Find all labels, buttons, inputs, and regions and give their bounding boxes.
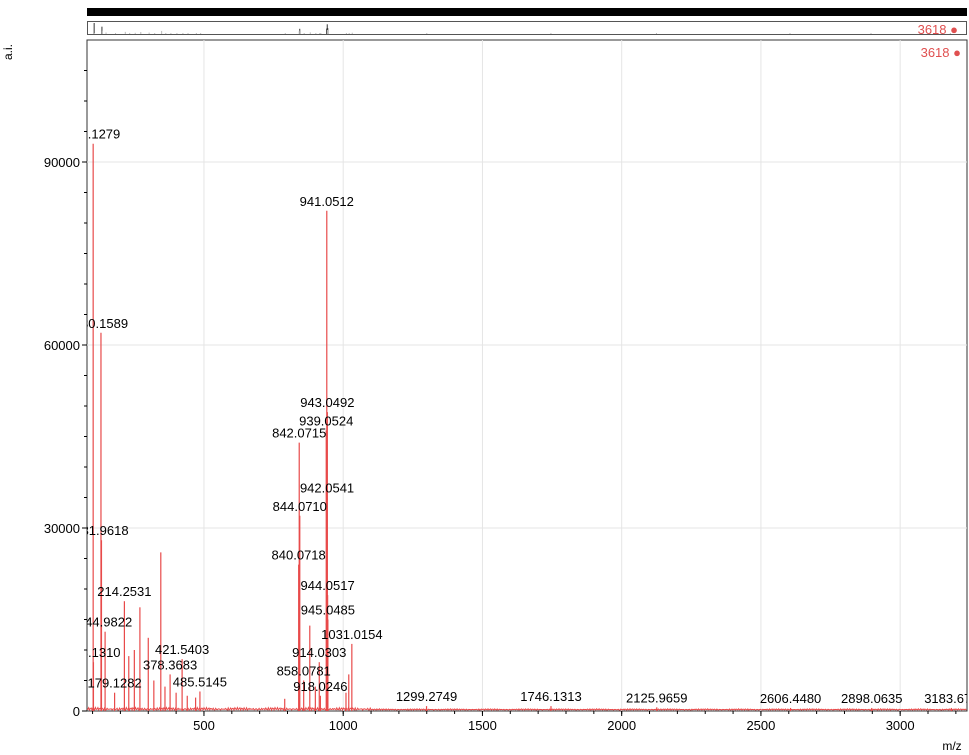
peak-label: 844.0710 [273, 499, 327, 514]
x-tick-label: 1000 [329, 718, 358, 733]
badge-dot-icon: ● [953, 45, 961, 60]
peak-label: 942.0541 [300, 481, 354, 496]
peak-label: 179.1282 [87, 676, 141, 691]
y-tick-label: 0 [73, 704, 80, 719]
overview-spectrum-badge[interactable]: 3618 ● [918, 22, 958, 37]
peak-label: 421.5403 [155, 642, 209, 657]
badge-dot-icon: ● [950, 22, 958, 37]
peak-label: 130.1589 [74, 316, 128, 331]
peak-label: 3183.676 [924, 691, 969, 706]
peak-label: 103.1310 [66, 645, 120, 660]
x-tick-label: 3000 [886, 718, 915, 733]
peak-label: 2125.9659 [626, 690, 687, 705]
peak-label: 1299.2749 [396, 689, 457, 704]
peak-label: 944.0517 [301, 578, 355, 593]
spectrum-badge[interactable]: 3618 ● [921, 45, 961, 60]
y-tick-label: 90000 [44, 155, 80, 170]
overview-bar [87, 8, 967, 16]
plot-frame [86, 39, 968, 712]
x-axis-label: m/z [942, 739, 961, 753]
peak-label: 102.1279 [66, 127, 120, 142]
peak-label: 485.5145 [173, 674, 227, 689]
spectrum-peaks: 102.1279 130.1589 131.9618 214.2531 144.9822… [66, 127, 969, 711]
x-tick-label: 1500 [468, 718, 497, 733]
peak-label: 378.3683 [143, 657, 197, 672]
y-axis-label: a.i. [1, 44, 15, 60]
peak-label: 2606.4480 [760, 691, 821, 706]
overview-spectrum-badge-label: 3618 [917, 22, 947, 37]
peak-label: 943.0492 [300, 395, 354, 410]
peak-label: 914.0303 [292, 645, 346, 660]
peak-label: 144.9822 [78, 615, 132, 630]
peak-label: 939.0524 [299, 413, 353, 428]
peak-label: 840.0718 [272, 548, 326, 563]
peak-label: 214.2531 [97, 584, 151, 599]
peak-label: 918.0246 [293, 679, 347, 694]
x-tick-label: 2500 [746, 718, 775, 733]
peak-label: 842.0715 [272, 426, 326, 441]
peak-label: 945.0485 [301, 603, 355, 618]
y-tick-label: 60000 [44, 338, 80, 353]
overview-spectrum [93, 23, 951, 34]
peak-label: 858.0781 [277, 664, 331, 679]
baseline-noise [87, 706, 967, 711]
peak-label: 1031.0154 [321, 627, 382, 642]
peak-label: 131.9618 [74, 523, 128, 538]
x-tick-label: 500 [193, 718, 215, 733]
overview-strip[interactable]: 3618 ● [87, 21, 967, 37]
peak-label: 2898.0635 [841, 691, 902, 706]
y-tick-label: 30000 [44, 521, 80, 536]
peak-label: 1746.1313 [520, 689, 581, 704]
x-tick-label: 2000 [607, 718, 636, 733]
spectrum-badge-label: 3618 [920, 45, 950, 60]
peak-label: 941.0512 [300, 194, 354, 209]
